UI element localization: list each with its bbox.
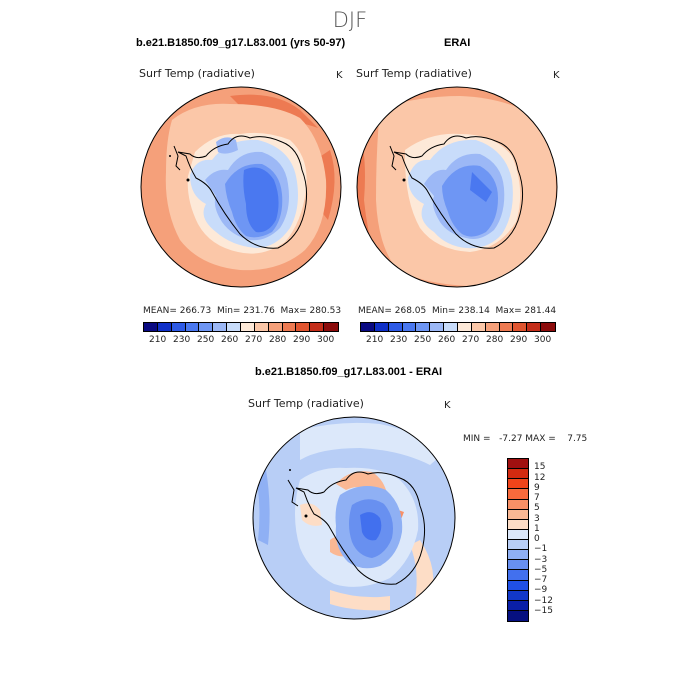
left-units-label: K [336, 70, 343, 81]
diff-colorbar-swatch [508, 499, 528, 510]
diff-panel-heading: b.e21.B1850.f09_g17.L83.001 - ERAI [255, 366, 443, 378]
diff-colorbar-tick-label: −1 [534, 544, 548, 555]
colorbar-swatch [185, 323, 200, 331]
colorbar-swatch [499, 323, 514, 331]
diff-colorbar-swatch [508, 469, 528, 480]
colorbar-tick-label: 300 [534, 335, 552, 345]
diff-colorbar-tick-label: −7 [534, 575, 548, 585]
colorbar-swatch [402, 323, 417, 331]
colorbar-swatch [282, 323, 297, 331]
diff-colorbar-swatch [508, 560, 528, 571]
diff-stats: MIN = -7.27 MAX = 7.75 [463, 434, 588, 444]
left-colorbar [143, 322, 339, 332]
diff-colorbar-tick-label: −5 [534, 564, 548, 575]
diff-variable-label: Surf Temp (radiative) [248, 397, 364, 410]
colorbar-tick-label: 260 [221, 335, 239, 345]
diff-colorbar-swatch [508, 610, 528, 621]
left-colorbar-labels: 210 230 250 260 270 280 290 300 [143, 335, 339, 347]
diff-colorbar-swatch [508, 570, 528, 581]
diff-colorbar-tick-label: 15 [534, 462, 546, 473]
page-title: DJF [332, 8, 368, 32]
diff-colorbar-swatch [508, 519, 528, 530]
diff-colorbar-swatch [508, 459, 528, 470]
colorbar-swatch [324, 323, 338, 331]
colorbar-tick-label: 230 [173, 335, 191, 345]
colorbar-swatch [527, 323, 542, 331]
colorbar-tick-label: 290 [510, 335, 528, 345]
diff-colorbar-swatch [508, 550, 528, 561]
colorbar-tick-label: 250 [414, 335, 432, 345]
colorbar-tick-label: 260 [438, 335, 456, 345]
colorbar-tick-label: 300 [317, 335, 335, 345]
diff-colorbar-swatch [508, 580, 528, 591]
diff-colorbar-swatch [508, 540, 528, 551]
colorbar-swatch [458, 323, 472, 331]
diff-colorbar-labels: 15 12 9 7 5 3 1 0 −1 −3 −5 −7 −9 −12 −15 [534, 458, 574, 622]
diff-colorbar-swatch [508, 509, 528, 520]
diff-colorbar-tick-label: 9 [534, 482, 540, 493]
diff-colorbar-swatch [508, 489, 528, 500]
colorbar-swatch [416, 323, 431, 331]
diff-colorbar-tick-label: −15 [534, 605, 553, 616]
colorbar-tick-label: 210 [366, 335, 384, 345]
diff-colorbar-tick-label: 7 [534, 493, 540, 503]
right-stats: MEAN= 268.05 Min= 238.14 Max= 281.44 [358, 306, 557, 316]
colorbar-swatch [254, 323, 269, 331]
colorbar-swatch [241, 323, 255, 331]
colorbar-swatch [157, 323, 172, 331]
colorbar-swatch [199, 323, 214, 331]
colorbar-tick-label: 280 [269, 335, 287, 345]
diff-units-label: K [444, 400, 451, 411]
colorbar-swatch [485, 323, 500, 331]
colorbar-tick-label: 270 [462, 335, 480, 345]
left-map [141, 87, 341, 287]
diff-colorbar-tick-label: 3 [534, 513, 540, 524]
diff-colorbar-tick-label: −3 [534, 554, 548, 565]
colorbar-swatch [171, 323, 186, 331]
left-stats: MEAN= 266.73 Min= 231.76 Max= 280.53 [143, 306, 342, 316]
colorbar-swatch [444, 323, 458, 331]
diff-colorbar-swatch [508, 600, 528, 611]
colorbar-swatch [268, 323, 283, 331]
colorbar-swatch [144, 323, 158, 331]
colorbar-tick-label: 290 [293, 335, 311, 345]
colorbar-swatch [541, 323, 555, 331]
diff-colorbar-tick-label: −12 [534, 595, 553, 606]
diff-colorbar-tick-label: 0 [534, 534, 540, 544]
colorbar-swatch [296, 323, 311, 331]
colorbar-tick-label: 230 [390, 335, 408, 345]
colorbar-tick-label: 280 [486, 335, 504, 345]
colorbar-tick-label: 270 [245, 335, 263, 345]
diff-colorbar-swatch [508, 590, 528, 601]
diff-colorbar-tick-label: 5 [534, 503, 540, 514]
diff-colorbar [507, 458, 529, 622]
right-variable-label: Surf Temp (radiative) [356, 67, 472, 80]
colorbar-swatch [513, 323, 528, 331]
colorbar-swatch [310, 323, 325, 331]
left-variable-label: Surf Temp (radiative) [139, 67, 255, 80]
diff-colorbar-tick-label: 12 [534, 472, 546, 483]
diff-colorbar-tick-label: 1 [534, 523, 540, 534]
colorbar-swatch [430, 323, 445, 331]
colorbar-swatch [471, 323, 486, 331]
colorbar-tick-label: 250 [197, 335, 215, 345]
colorbar-swatch [361, 323, 375, 331]
diff-colorbar-swatch [508, 479, 528, 490]
right-colorbar [360, 322, 556, 332]
diff-colorbar-tick-label: −9 [534, 585, 548, 596]
colorbar-swatch [374, 323, 389, 331]
colorbar-tick-label: 210 [149, 335, 167, 345]
left-panel-heading: b.e21.B1850.f09_g17.L83.001 (yrs 50-97) [136, 37, 346, 49]
colorbar-swatch [213, 323, 228, 331]
right-colorbar-labels: 210 230 250 260 270 280 290 300 [360, 335, 556, 347]
colorbar-swatch [227, 323, 241, 331]
diff-colorbar-swatch [508, 529, 528, 540]
colorbar-swatch [388, 323, 403, 331]
right-panel-heading: ERAI [444, 37, 471, 49]
right-units-label: K [553, 70, 560, 81]
